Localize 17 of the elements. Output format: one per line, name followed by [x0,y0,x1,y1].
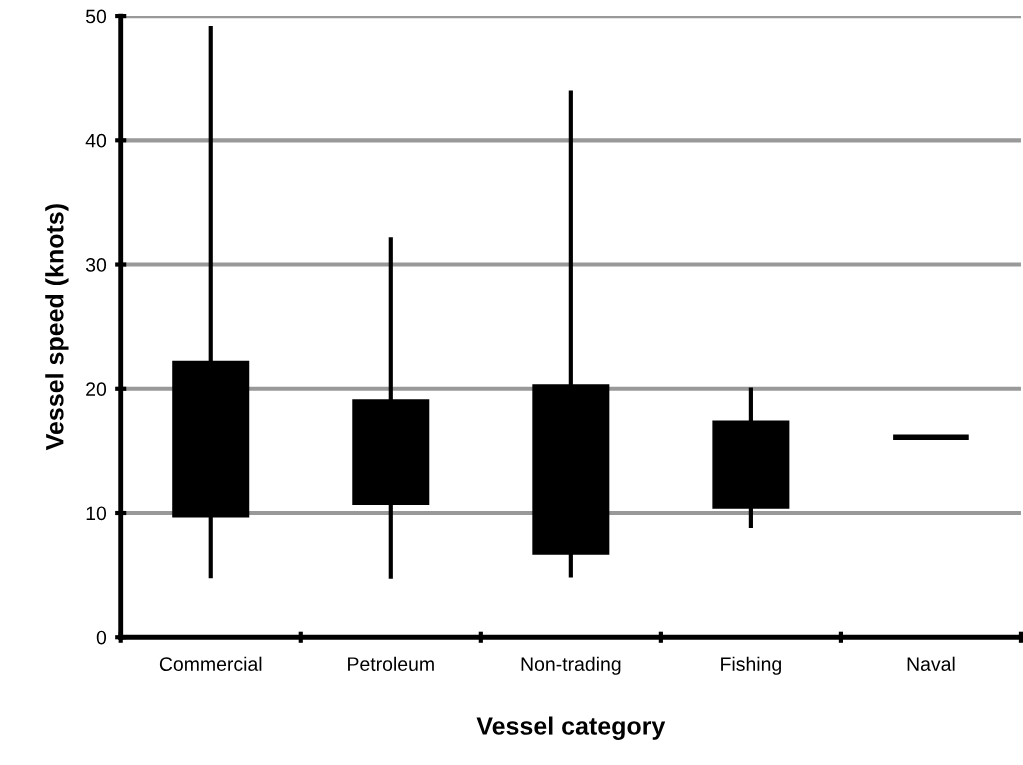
y-tick-label: 50 [85,9,107,24]
y-tick-label: 20 [86,382,107,397]
y-axis-title: Vessel speed (knots) [45,204,69,451]
candlestick [712,387,790,528]
x-tick-label: Non-trading [521,656,621,675]
x-tick-label: Fishing [721,656,781,675]
candlestick [352,237,430,579]
y-tick-label: 30 [85,258,107,272]
y-tick-label: 0 [96,630,107,645]
candlestick [172,26,250,579]
y-tick-label: 10 [86,506,107,521]
candlestick [532,90,610,578]
x-tick-label: Commercial [159,656,262,671]
x-tick-label: Naval [907,656,955,671]
x-tick-label: Petroleum [348,656,434,671]
y-tick-label: 40 [85,133,107,148]
x-axis-title: Vessel category [476,716,666,740]
